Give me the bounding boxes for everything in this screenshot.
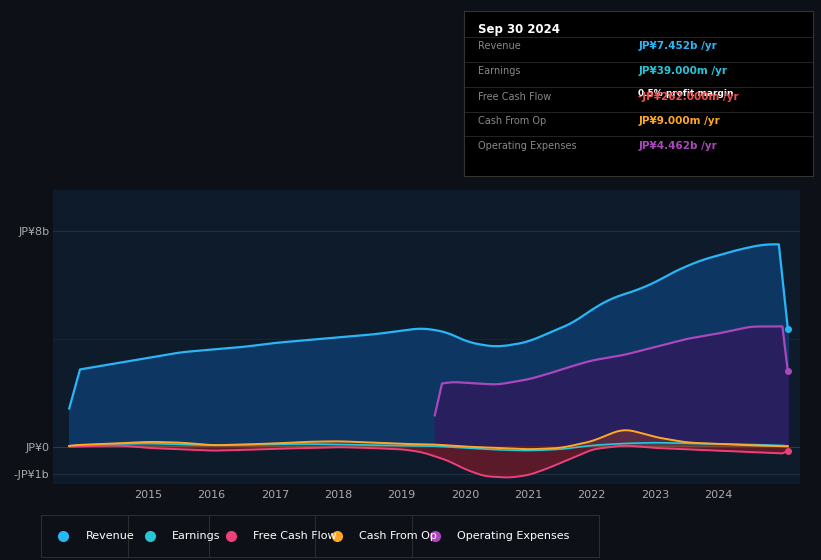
Text: JP¥9.000m /yr: JP¥9.000m /yr xyxy=(639,116,720,126)
Text: Earnings: Earnings xyxy=(172,531,221,541)
Text: Free Cash Flow: Free Cash Flow xyxy=(253,531,337,541)
Text: Revenue: Revenue xyxy=(478,41,521,51)
Text: Revenue: Revenue xyxy=(85,531,135,541)
Text: 0.5% profit margin: 0.5% profit margin xyxy=(639,89,734,98)
Text: Operating Expenses: Operating Expenses xyxy=(478,141,576,151)
Text: Cash From Op: Cash From Op xyxy=(360,531,437,541)
Text: JP¥39.000m /yr: JP¥39.000m /yr xyxy=(639,66,727,76)
Text: -JP¥262.000m /yr: -JP¥262.000m /yr xyxy=(639,92,739,102)
Text: Sep 30 2024: Sep 30 2024 xyxy=(478,23,560,36)
Text: Earnings: Earnings xyxy=(478,66,521,76)
Text: JP¥4.462b /yr: JP¥4.462b /yr xyxy=(639,141,717,151)
Text: Cash From Op: Cash From Op xyxy=(478,116,546,126)
Text: Free Cash Flow: Free Cash Flow xyxy=(478,92,551,102)
Text: JP¥7.452b /yr: JP¥7.452b /yr xyxy=(639,41,717,51)
Text: Operating Expenses: Operating Expenses xyxy=(457,531,569,541)
